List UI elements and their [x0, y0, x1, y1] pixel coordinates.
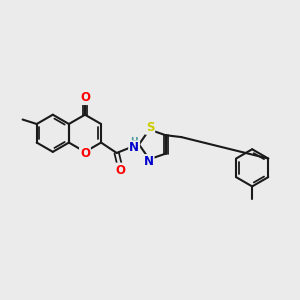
Text: O: O — [80, 91, 90, 104]
Text: O: O — [80, 147, 90, 160]
Text: S: S — [146, 121, 154, 134]
Text: N: N — [129, 141, 139, 154]
Text: O: O — [116, 164, 125, 177]
Text: H: H — [130, 137, 138, 146]
Text: N: N — [144, 155, 154, 168]
